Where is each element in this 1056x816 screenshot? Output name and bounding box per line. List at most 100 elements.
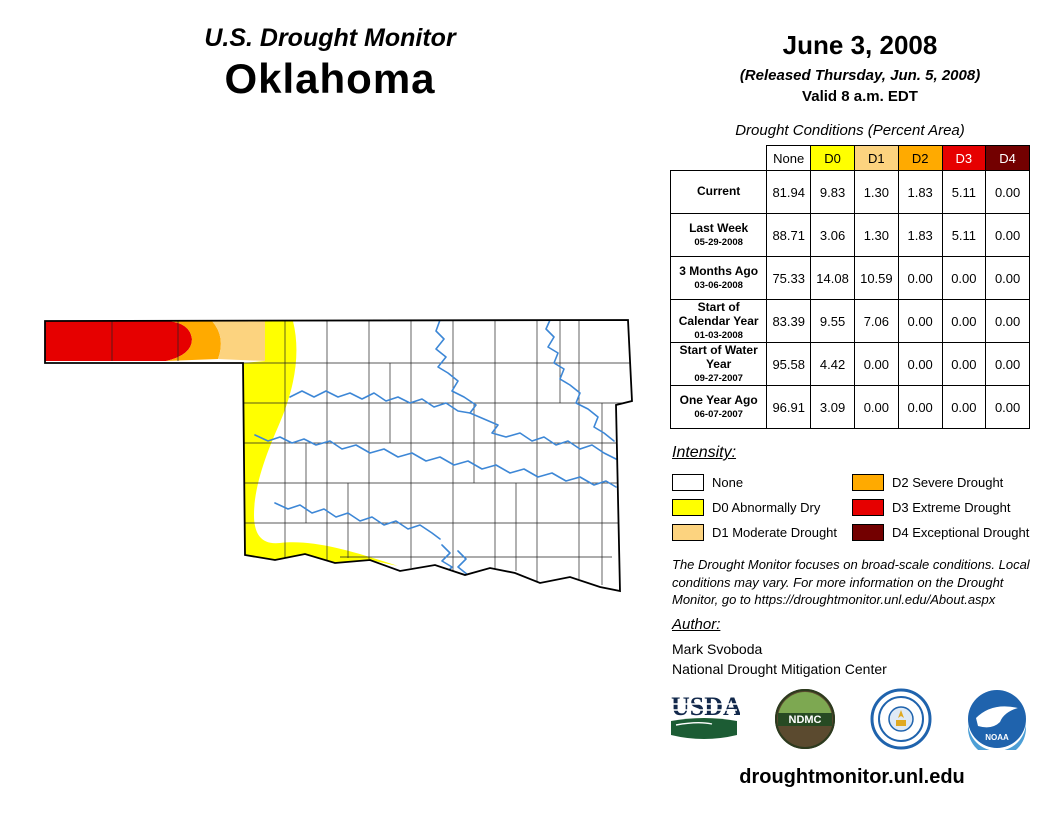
legend-item-d3: D3 Extreme Drought [852,499,1042,516]
table-cell: 9.83 [810,170,855,214]
legend-item-none: None [672,474,852,491]
table-cell: 10.59 [853,256,899,300]
county-boundaries [111,321,630,585]
table-row-start-water-year: Start of Water Year 09-27-2007 95.58 4.42… [669,342,1030,386]
site-url: droughtmonitor.unl.edu [739,766,965,788]
table-cell: 14.08 [810,256,855,300]
legend-swatch-d4 [852,524,884,541]
column-header-d1: D1 [853,145,899,171]
drought-table-block: Drought Conditions (Percent Area) None D… [669,122,1030,429]
legend-swatch-d3 [852,499,884,516]
arkansas-river [435,320,617,460]
table-cell: 0.00 [897,342,943,386]
report-date: June 3, 2008 [782,30,938,60]
oklahoma-map-svg [44,319,633,593]
table-cell: 96.91 [766,385,812,429]
table-cell: 5.11 [941,213,987,257]
table-cell: 0.00 [985,213,1030,257]
row-label: One Year Ago 06-07-2007 [669,385,768,429]
neosho-river [545,320,615,442]
legend-swatch-d1 [672,524,704,541]
legend-swatch-none [672,474,704,491]
column-header-none: None [766,145,812,171]
table-cell: 1.83 [897,213,943,257]
table-cell: 0.00 [985,342,1030,386]
legend-label: D2 Severe Drought [892,475,1004,490]
d0-abnormally-dry-region [243,321,398,566]
table-row-current: Current 81.94 9.83 1.30 1.83 5.11 0.00 [669,170,1030,214]
author-block: Author: Mark Svoboda National Drought Mi… [672,616,887,677]
drought-conditions-table: None D0 D1 D2 D3 D4 Current 81.94 9.83 1… [669,145,1030,429]
legend-item-d4: D4 Exceptional Drought [852,524,1042,541]
report-title: U.S. Drought Monitor [204,24,456,52]
table-header-row: None D0 D1 D2 D3 D4 [670,145,1030,171]
table-cell: 0.00 [985,256,1030,300]
author-heading: Author: [672,616,721,633]
legend-item-d2: D2 Severe Drought [852,474,1042,491]
ndmc-logo-text: NDMC [789,714,822,726]
table-cell: 3.09 [810,385,855,429]
released-date: (Released Thursday, Jun. 5, 2008) [739,67,981,84]
usda-logo-text: USDA [671,692,740,721]
legend-swatch-d2 [852,474,884,491]
d1-moderate-region [212,321,265,361]
cimarron-river [289,390,471,414]
table-cell: 95.58 [766,342,812,386]
row-label: Start of Water Year 09-27-2007 [669,342,768,386]
table-cell: 0.00 [897,256,943,300]
table-cell: 1.30 [853,170,899,214]
row-label: Start of Calendar Year 01-03-2008 [669,299,768,343]
table-cell: 0.00 [897,299,943,343]
table-cell: 9.55 [810,299,855,343]
table-cell: 83.39 [766,299,812,343]
legend-label: D1 Moderate Drought [712,525,838,540]
row-label: Last Week 05-29-2008 [669,213,768,257]
author-name: Mark Svoboda [672,641,763,657]
table-cell: 0.00 [897,385,943,429]
noaa-logo-text: NOAA [985,733,1009,742]
table-cell: 1.30 [853,213,899,257]
table-cell: 3.06 [810,213,855,257]
legend-item-d0: D0 Abnormally Dry [672,499,852,516]
commerce-seal-logo [870,688,932,750]
column-header-d4: D4 [985,145,1030,171]
date-block: June 3, 2008 (Released Thursday, Jun. 5,… [690,30,1030,105]
table-cell: 88.71 [766,213,812,257]
table-row-start-calendar-year: Start of Calendar Year 01-03-2008 83.39 9… [669,299,1030,343]
table-title: Drought Conditions (Percent Area) [735,122,965,139]
legend-swatch-d0 [672,499,704,516]
noaa-logo: NOAA [968,690,1026,750]
table-cell: 0.00 [985,299,1030,343]
agency-logos: USDA NDMC NOAA [668,688,1028,750]
column-header-d0: D0 [810,145,855,171]
legend-label: D4 Exceptional Drought [892,525,1030,540]
table-row-3-months-ago: 3 Months Ago 03-06-2008 75.33 14.08 10.59… [669,256,1030,300]
d3-extreme-region [45,321,192,361]
table-cell: 75.33 [766,256,812,300]
table-row-last-week: Last Week 05-29-2008 88.71 3.06 1.30 1.83… [669,213,1030,257]
legend-item-d1: D1 Moderate Drought [672,524,852,541]
table-cell: 4.42 [810,342,855,386]
legend-label: D3 Extreme Drought [892,500,1011,515]
table-cell: 1.83 [897,170,943,214]
title-block: U.S. Drought Monitor Oklahoma [120,24,540,103]
legend-label: D0 Abnormally Dry [712,500,821,515]
table-cell: 7.06 [853,299,899,343]
table-cell: 0.00 [941,385,987,429]
column-header-d2: D2 [897,145,943,171]
table-cell: 0.00 [853,342,899,386]
table-cell: 81.94 [766,170,812,214]
row-label: 3 Months Ago 03-06-2008 [669,256,768,300]
disclaimer-text: The Drought Monitor focuses on broad-sca… [672,557,1030,608]
legend-title: Intensity: [672,444,737,461]
intensity-legend: Intensity: None D0 Abnormally Dry D1 Mod… [672,444,1042,545]
author-org: National Drought Mitigation Center [672,661,887,677]
table-cell: 0.00 [941,256,987,300]
table-cell: 5.11 [941,170,987,214]
table-corner-blank [670,145,767,171]
table-cell: 0.00 [941,299,987,343]
table-cell: 0.00 [853,385,899,429]
d2-severe-region [166,321,221,361]
legend-grid: None D0 Abnormally Dry D1 Moderate Droug… [672,470,1042,545]
